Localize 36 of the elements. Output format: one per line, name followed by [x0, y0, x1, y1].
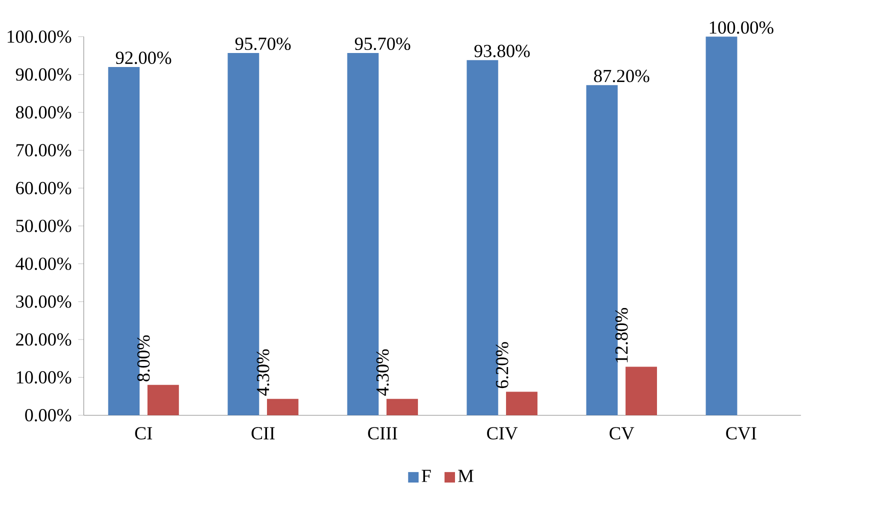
y-tick-label: 20.00% — [16, 333, 72, 346]
y-tick-label: 0.00% — [25, 408, 72, 422]
y-tick-label: 100.00% — [8, 30, 72, 43]
data-label: 87.20% — [594, 70, 650, 82]
y-tick-label: 90.00% — [16, 68, 72, 81]
bar — [506, 392, 538, 415]
bar — [706, 36, 738, 415]
y-tick-label: 30.00% — [16, 295, 72, 308]
x-tick-label: CII — [252, 426, 275, 440]
data-label: 93.80% — [474, 44, 530, 58]
y-tick-label: 50.00% — [16, 219, 72, 232]
data-label: 4.30% — [376, 349, 389, 396]
data-label: 12.80% — [615, 308, 628, 362]
x-tick-label: CV — [610, 426, 634, 440]
x-tick-label: CI — [135, 426, 152, 440]
data-label: 95.70% — [235, 37, 291, 50]
data-label: 4.30% — [256, 349, 270, 396]
y-tick-label: 10.00% — [16, 370, 72, 384]
x-tick-label: CIV — [487, 426, 518, 440]
data-label: 8.00% — [137, 335, 150, 382]
data-label: 92.00% — [116, 51, 172, 64]
legend-label: F — [422, 470, 431, 482]
data-label: 6.20% — [496, 342, 508, 388]
x-tick-label: CIII — [368, 426, 398, 440]
data-label: 95.70% — [354, 37, 410, 50]
y-tick-label: 80.00% — [16, 106, 72, 118]
bar — [626, 366, 657, 415]
x-tick-label: CVI — [726, 426, 756, 440]
legend-label: M — [458, 470, 474, 482]
y-tick-label: 40.00% — [16, 257, 72, 270]
bar — [266, 398, 298, 415]
y-tick-label: 70.00% — [16, 144, 72, 156]
data-label: 100.00% — [710, 21, 774, 34]
bar — [147, 384, 179, 415]
bar — [386, 398, 418, 415]
y-tick-label: 60.00% — [16, 182, 72, 194]
